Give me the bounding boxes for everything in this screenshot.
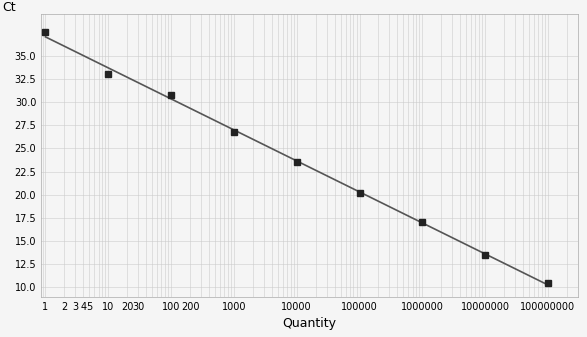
Y-axis label: Ct: Ct [2, 1, 16, 14]
X-axis label: Quantity: Quantity [282, 317, 336, 330]
